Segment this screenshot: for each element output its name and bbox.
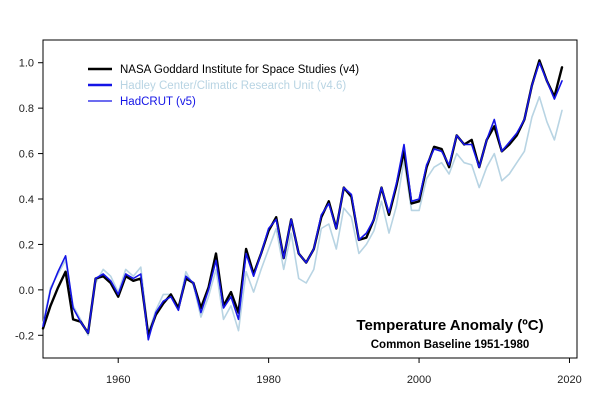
y-tick-label: 0.6 [19,149,34,161]
x-tick-label: 2000 [407,374,431,386]
y-tick-label: 0.8 [19,103,34,115]
x-tick-label: 1960 [106,374,130,386]
legend-label: NASA Goddard Institute for Space Studies… [120,64,359,76]
y-axis: -0.2 0.0 0.2 0.4 0.6 0.8 1.0 [15,58,43,342]
annotation-subtitle: Common Baseline 1951-1980 [371,339,530,351]
legend: NASA Goddard Institute for Space Studies… [88,64,359,108]
annotation-title: Temperature Anomaly (ºC) [356,317,543,334]
legend-label: Hadley Center/Climatic Research Unit (v4… [120,80,346,92]
x-tick-label: 2020 [557,374,581,386]
x-axis: 1960 1980 2000 2020 [106,358,582,386]
x-tick-label: 1980 [256,374,280,386]
series-layer [41,59,564,341]
y-tick-label: -0.2 [15,330,34,342]
series-line [42,61,563,341]
y-tick-label: 0.2 [19,239,34,251]
y-tick-label: 0.4 [19,194,34,206]
legend-label: HadCRUT (v5) [120,96,196,108]
series-line [42,96,563,337]
y-tick-label: 0.0 [19,285,34,297]
y-tick-label: 1.0 [19,58,34,70]
